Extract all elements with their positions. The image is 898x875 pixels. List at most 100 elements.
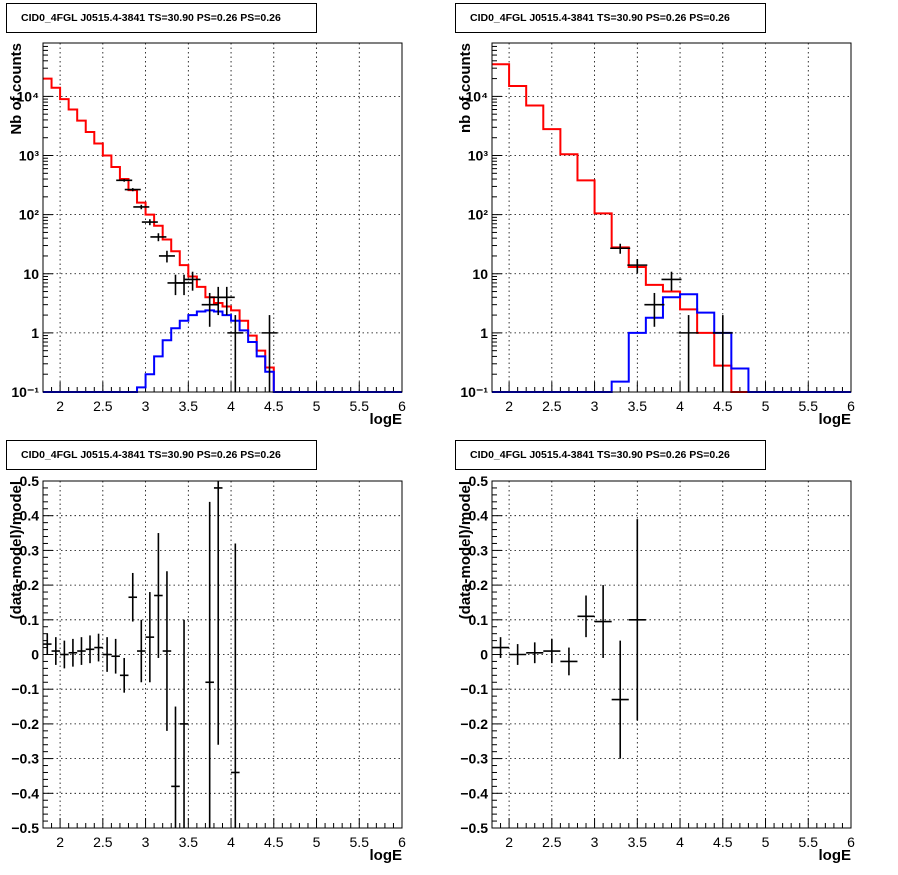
x-tick-label: 2 [505, 834, 513, 850]
data-point [628, 519, 646, 721]
x-axis-label: logE [370, 411, 403, 428]
x-tick-label: 4.5 [713, 834, 733, 850]
x-tick-label: 3 [142, 398, 150, 414]
x-tick-label: 5 [313, 398, 321, 414]
x-tick-label: 5 [313, 834, 321, 850]
y-tick-label: −0.4 [11, 785, 39, 801]
pad-counts-left: CID0_4FGL J0515.4-3841 TS=30.90 PS=0.26 … [0, 0, 449, 437]
plot-frame [42, 480, 403, 829]
x-tick-label: 4.5 [264, 834, 284, 850]
data-point [201, 292, 218, 327]
pad-counts-right: CID0_4FGL J0515.4-3841 TS=30.90 PS=0.26 … [449, 0, 898, 437]
y-tick-label: 0.2 [469, 577, 489, 593]
data-points [43, 481, 240, 828]
x-tick-label: 4 [227, 834, 235, 850]
y-axis-label: (data-model)/model [457, 481, 474, 619]
x-axis-label: logE [819, 847, 852, 864]
x-tick-label: 2 [56, 398, 64, 414]
grid [492, 43, 852, 393]
ticks [42, 480, 403, 829]
series-line-0 [43, 77, 402, 393]
y-tick-label: −0.3 [460, 751, 488, 767]
data-points [610, 243, 733, 392]
data-point [560, 647, 578, 676]
x-tick-label: 2.5 [93, 398, 113, 414]
plot-title: CID0_4FGL J0515.4-3841 TS=30.90 PS=0.26 … [455, 440, 766, 470]
x-tick-label: 2.5 [542, 834, 562, 850]
x-tick-label: 4 [227, 398, 235, 414]
x-tick-label: 5 [762, 398, 770, 414]
x-axis-label: logE [819, 411, 852, 428]
data-point [213, 481, 223, 745]
chart-svg: 2 2.5 3 3.5 4 4.5 5 5.5 6 10⁻¹ 1 10 10² 10³ 10⁴ logE Nb … [8, 42, 406, 428]
data-point [661, 271, 682, 291]
data-point [176, 274, 193, 296]
data-point [43, 633, 52, 655]
x-tick-label: 6 [398, 834, 406, 850]
plot-title: CID0_4FGL J0515.4-3841 TS=30.90 PS=0.26 … [455, 3, 766, 33]
grid [43, 480, 403, 829]
data-point [162, 571, 172, 731]
series-line-1 [43, 309, 402, 393]
y-tick-label: 0.4 [469, 508, 489, 524]
y-tick-label: 10³ [468, 148, 489, 164]
data-point [119, 657, 129, 693]
y-tick-label: 10⁻¹ [460, 384, 488, 400]
y-tick-label: 1 [480, 325, 488, 341]
grid [43, 43, 403, 393]
data-point [712, 315, 733, 392]
y-tick-label: −0.2 [11, 716, 39, 732]
y-tick-label: 10 [472, 266, 488, 282]
plot-title: CID0_4FGL J0515.4-3841 TS=30.90 PS=0.26 … [6, 440, 317, 470]
y-tick-label: 10³ [19, 148, 40, 164]
data-point [167, 274, 184, 296]
x-tick-label: 3.5 [179, 398, 199, 414]
data-points [116, 179, 278, 392]
y-tick-label: 0.4 [20, 508, 40, 524]
plot-frame [42, 42, 403, 393]
x-tick-label: 3 [142, 834, 150, 850]
x-tick-label: 4.5 [713, 398, 733, 414]
x-tick-label: 5.5 [799, 834, 819, 850]
y-tick-label: −0.5 [11, 820, 39, 836]
data-point [184, 271, 201, 291]
data-point [644, 292, 665, 327]
data-point [610, 243, 631, 254]
data-point [141, 219, 158, 226]
ticks [491, 480, 852, 829]
data-point [68, 638, 78, 667]
data-point [577, 595, 595, 638]
data-point [124, 188, 141, 192]
data-points [492, 519, 646, 759]
data-point [158, 250, 175, 263]
x-tick-label: 6 [847, 834, 855, 850]
x-tick-label: 2.5 [93, 834, 113, 850]
chart-svg: 2 2.5 3 3.5 4 4.5 5 5.5 6 −0.5 −0.4 −0.3 −0.2 −0.1 0 0.… [457, 473, 855, 864]
data-point [116, 179, 133, 182]
y-tick-label: 10⁻¹ [11, 384, 39, 400]
plot-title: CID0_4FGL J0515.4-3841 TS=30.90 PS=0.26 … [6, 3, 317, 33]
data-point [145, 592, 155, 683]
y-tick-label: 0.2 [20, 577, 40, 593]
data-point [77, 637, 86, 665]
x-tick-label: 2 [505, 398, 513, 414]
x-tick-label: 5 [762, 834, 770, 850]
x-tick-label: 5.5 [350, 834, 370, 850]
y-axis-label: Nb of counts [8, 43, 25, 135]
y-tick-label: 0.3 [469, 542, 489, 558]
x-tick-label: 6 [847, 398, 855, 414]
x-axis-label: logE [370, 847, 403, 864]
y-tick-label: 10⁴ [466, 88, 489, 104]
x-tick-label: 6 [398, 398, 406, 414]
y-axis-label: (data-model)/model [8, 481, 25, 619]
x-tick-label: 3 [591, 834, 599, 850]
y-tick-label: 0 [480, 647, 488, 663]
y-tick-label: −0.4 [460, 785, 488, 801]
plot-frame [491, 480, 852, 829]
y-tick-label: 0.3 [20, 542, 40, 558]
data-point [60, 640, 69, 669]
data-point [150, 233, 167, 242]
data-point [51, 637, 61, 665]
y-tick-label: 0 [31, 647, 39, 663]
data-point [179, 619, 189, 828]
